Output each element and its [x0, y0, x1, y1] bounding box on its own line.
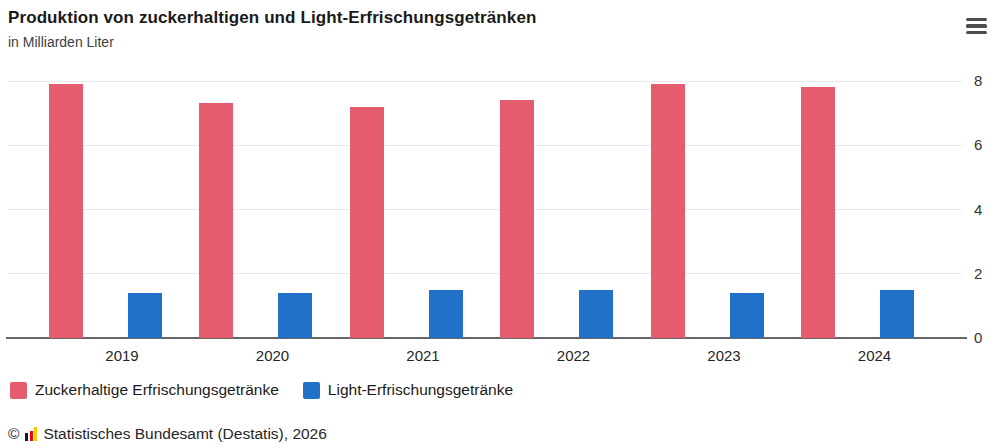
y-axis-label: 6 [974, 136, 996, 153]
x-axis-label: 2023 [674, 347, 774, 364]
bar-zuckerhaltige-erfrischungsgetr-nke-2020[interactable] [199, 103, 233, 338]
y-axis-label: 8 [974, 72, 996, 89]
destatis-bars-icon [25, 427, 37, 441]
bar-light-erfrischungsgetr-nke-2020[interactable] [278, 293, 312, 338]
bar-light-erfrischungsgetr-nke-2019[interactable] [128, 293, 162, 338]
chart-widget: Produktion von zuckerhaltigen und Light-… [0, 0, 1000, 448]
x-axis-label: 2021 [373, 347, 473, 364]
legend: Zuckerhaltige Erfrischungsgetränke Light… [10, 381, 513, 399]
copyright-symbol: © [8, 425, 19, 443]
bar-zuckerhaltige-erfrischungsgetr-nke-2019[interactable] [49, 84, 83, 338]
y-axis-label: 2 [974, 265, 996, 282]
y-axis-label: 0 [974, 329, 996, 346]
legend-label: Zuckerhaltige Erfrischungsgetränke [35, 381, 279, 399]
y-axis-label: 4 [974, 201, 996, 218]
x-axis-label: 2020 [223, 347, 323, 364]
legend-item-light[interactable]: Light-Erfrischungsgetränke [303, 381, 513, 399]
bar-light-erfrischungsgetr-nke-2022[interactable] [579, 290, 613, 338]
bar-light-erfrischungsgetr-nke-2023[interactable] [730, 293, 764, 338]
legend-swatch-zuckerhaltige-icon [10, 382, 27, 399]
bar-zuckerhaltige-erfrischungsgetr-nke-2021[interactable] [350, 107, 384, 338]
x-axis-label: 2024 [825, 347, 925, 364]
bar-zuckerhaltige-erfrischungsgetr-nke-2024[interactable] [801, 87, 835, 338]
gridline [8, 81, 962, 82]
bar-zuckerhaltige-erfrischungsgetr-nke-2022[interactable] [500, 100, 534, 338]
legend-item-zuckerhaltige[interactable]: Zuckerhaltige Erfrischungsgetränke [10, 381, 279, 399]
source-text: Statistisches Bundesamt (Destatis), 2026 [43, 425, 326, 443]
source-line: © Statistisches Bundesamt (Destatis), 20… [8, 425, 327, 443]
x-axis-label: 2019 [72, 347, 172, 364]
bar-light-erfrischungsgetr-nke-2024[interactable] [880, 290, 914, 338]
x-axis-label: 2022 [524, 347, 624, 364]
bar-light-erfrischungsgetr-nke-2021[interactable] [429, 290, 463, 338]
bar-zuckerhaltige-erfrischungsgetr-nke-2023[interactable] [651, 84, 685, 338]
legend-swatch-light-icon [303, 382, 320, 399]
legend-label: Light-Erfrischungsgetränke [328, 381, 513, 399]
